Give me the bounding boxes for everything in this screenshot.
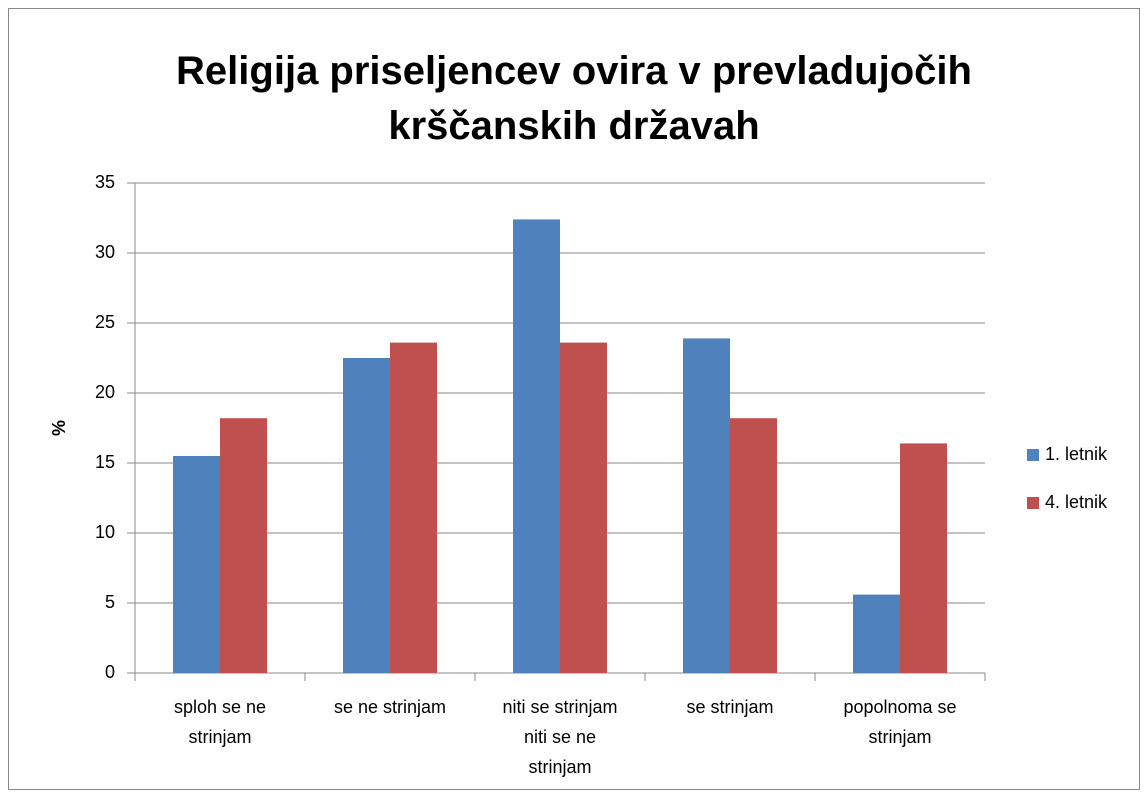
y-tick-label: 30 — [95, 242, 115, 262]
bar — [560, 342, 607, 673]
x-tick-label: se strinjam — [686, 697, 773, 717]
legend-swatch — [1027, 449, 1039, 461]
y-axis-label: % — [49, 420, 69, 436]
chart-title: Religija priseljencev ovira v prevladujo… — [176, 49, 972, 148]
legend-label: 1. letnik — [1045, 444, 1108, 464]
y-tick-label: 15 — [95, 452, 115, 472]
bar — [730, 418, 777, 673]
x-tick-label: se ne strinjam — [334, 697, 446, 717]
y-tick-label: 35 — [95, 172, 115, 192]
y-tick-label: 20 — [95, 382, 115, 402]
y-tick-label: 0 — [105, 662, 115, 682]
bar — [220, 418, 267, 673]
bar — [900, 443, 947, 673]
x-tick-label: niti se strinjam niti se ne strinjam — [502, 697, 617, 777]
legend-swatch — [1027, 497, 1039, 509]
legend-label: 4. letnik — [1045, 492, 1108, 512]
y-tick-label: 5 — [105, 592, 115, 612]
x-tick-label: popolnoma se strinjam — [843, 697, 956, 747]
x-tick-label: sploh se ne strinjam — [174, 697, 266, 747]
bar — [173, 456, 220, 673]
bar — [513, 219, 560, 673]
y-tick-label: 25 — [95, 312, 115, 332]
bar — [853, 594, 900, 673]
bar — [343, 358, 390, 673]
bar — [390, 342, 437, 673]
bar — [683, 338, 730, 673]
y-tick-label: 10 — [95, 522, 115, 542]
